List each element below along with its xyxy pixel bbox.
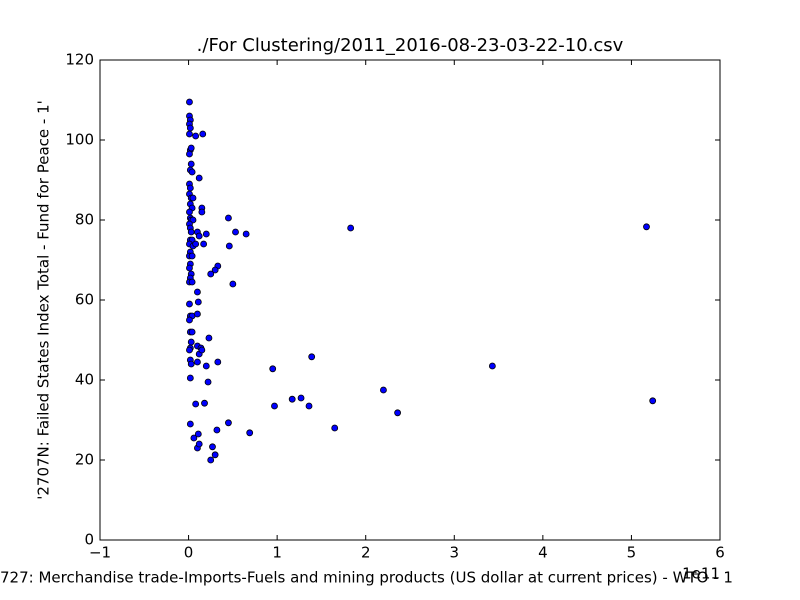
point [200, 240, 208, 248]
point [186, 124, 194, 132]
point [288, 395, 296, 403]
point [188, 168, 196, 176]
point [195, 440, 203, 448]
y-tick-label: 100 [65, 131, 94, 149]
x-tick-label: 0 [184, 544, 194, 562]
y-tick-label: 120 [65, 51, 94, 69]
point [194, 288, 201, 296]
point [189, 194, 197, 202]
point [305, 402, 313, 410]
point [194, 310, 201, 318]
point [192, 132, 200, 140]
point [209, 443, 216, 451]
point [186, 150, 193, 158]
point [187, 144, 195, 152]
point [214, 358, 222, 366]
point [211, 451, 219, 459]
x-tick-label: 3 [450, 544, 460, 562]
point [186, 346, 193, 354]
point [198, 346, 206, 354]
point [199, 130, 207, 138]
point [331, 424, 339, 432]
x-tick-label: 5 [627, 544, 637, 562]
point [204, 378, 212, 386]
point [207, 456, 215, 464]
x-tick-label: −1 [89, 544, 111, 562]
point [202, 362, 210, 370]
y-tick-label: 20 [75, 451, 94, 469]
point [195, 174, 203, 182]
point [187, 160, 195, 168]
point [308, 353, 316, 361]
point [649, 397, 657, 405]
point [186, 98, 193, 106]
point [394, 409, 402, 417]
x-tick-label: 4 [538, 544, 548, 562]
point [188, 328, 196, 336]
x-axis-label: 727: Merchandise trade-Imports-Fuels and… [0, 569, 733, 587]
point [192, 240, 200, 248]
point [211, 266, 219, 274]
point [192, 400, 200, 408]
point [643, 223, 650, 231]
x-tick-label: 1 [272, 544, 282, 562]
point [213, 426, 221, 434]
point [202, 230, 210, 238]
point [225, 242, 233, 250]
point [190, 434, 198, 442]
plot-frame [99, 59, 721, 541]
y-tick-label: 80 [75, 211, 94, 229]
point [232, 228, 239, 236]
point [229, 280, 237, 288]
point [246, 429, 254, 437]
point [225, 214, 232, 222]
point [187, 228, 195, 236]
point [186, 420, 194, 428]
point [207, 270, 215, 278]
point [186, 184, 194, 192]
y-tick-label: 40 [75, 371, 94, 389]
x-tick-label: 6 [715, 544, 725, 562]
point [347, 224, 355, 232]
point [194, 298, 202, 306]
point [186, 374, 194, 382]
point [188, 252, 196, 260]
chart-title: ./For Clustering/2011_2016-08-23-03-22-1… [197, 35, 624, 56]
point [188, 278, 196, 286]
point [194, 358, 201, 366]
point [186, 130, 193, 138]
point [242, 230, 250, 238]
point [187, 338, 195, 346]
y-tick-label: 0 [84, 531, 94, 549]
point [380, 386, 387, 394]
point [205, 334, 213, 342]
point [186, 264, 193, 272]
point [194, 430, 202, 438]
x-offset-label: 1e11 [682, 565, 720, 583]
point [195, 232, 203, 240]
y-axis-label: '2707N: Failed States Index Total - Fund… [35, 100, 53, 500]
x-tick-label: 2 [361, 544, 371, 562]
point [488, 362, 496, 370]
point [186, 208, 193, 216]
point [271, 402, 278, 410]
point [225, 419, 232, 427]
point [297, 394, 305, 402]
point [269, 365, 277, 373]
point [186, 300, 193, 308]
y-tick-label: 60 [75, 291, 94, 309]
point [186, 316, 193, 324]
point [198, 208, 206, 216]
point [187, 360, 195, 368]
point [201, 399, 208, 407]
